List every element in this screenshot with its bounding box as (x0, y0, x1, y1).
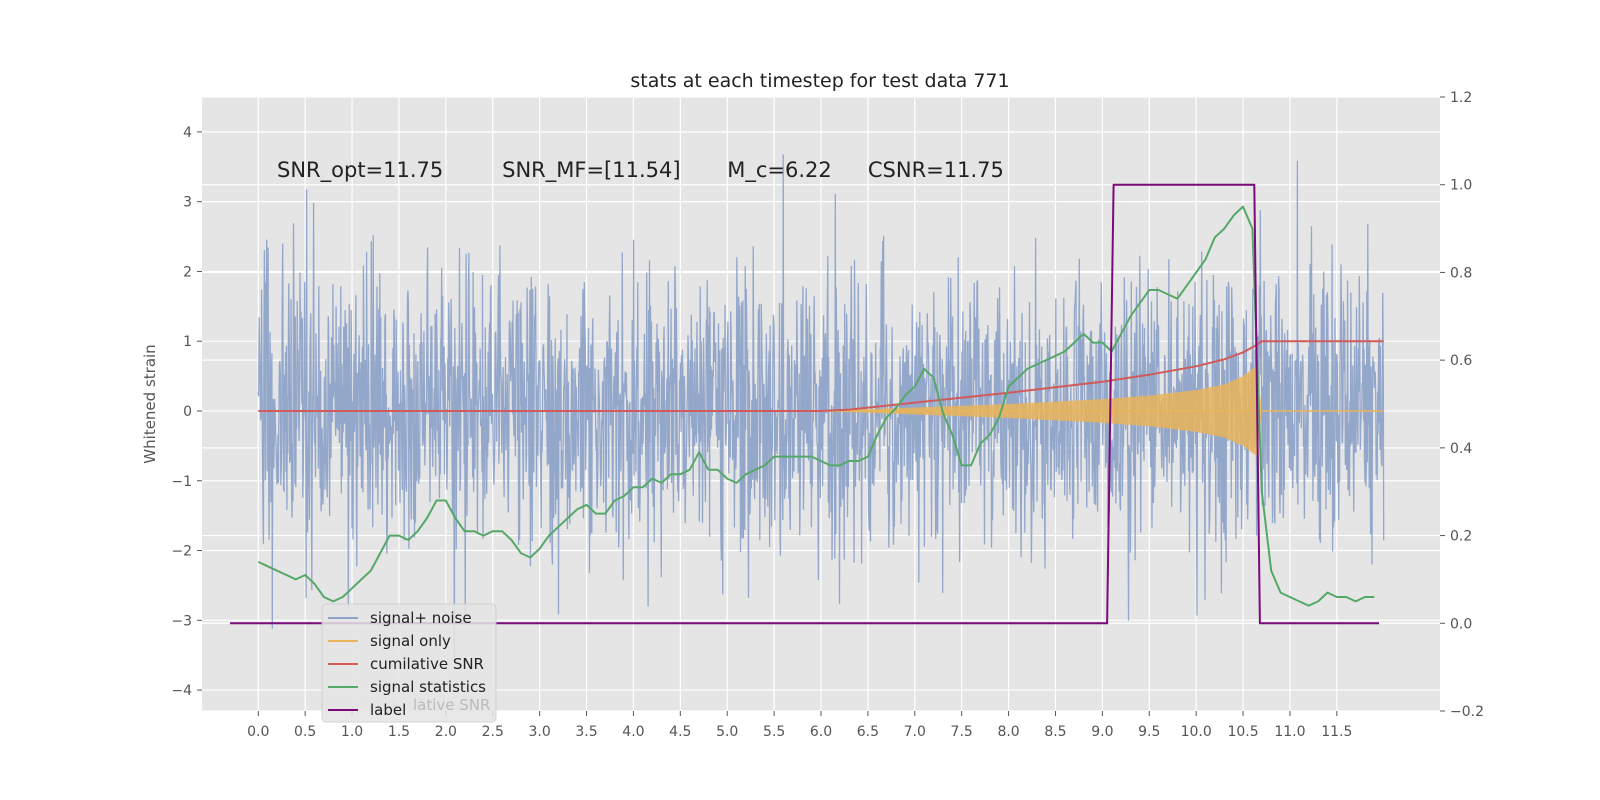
x-tick-label: 2.0 (435, 724, 457, 740)
x-tick-label: 3.5 (575, 724, 597, 740)
x-tick-label: 9.5 (1138, 724, 1160, 740)
x-axis-ticks: 0.0 0.5 1.0 1.5 2.0 2.5 3.0 3.5 4.0 4.5 5.0 5.5 6.0 6… (247, 711, 1352, 740)
x-tick-label: 0.5 (294, 724, 316, 740)
y2-tick-label: 0.2 (1450, 529, 1472, 545)
series-label-line (230, 183, 1379, 625)
legend-overlap-text: lative SNR (413, 696, 490, 714)
legend-label: label (370, 701, 406, 719)
x-tick-label: 7.5 (951, 724, 973, 740)
y-tick-label: −1 (171, 474, 192, 490)
y2-tick-label: 0.4 (1450, 441, 1472, 457)
y-tick-label: 4 (183, 125, 192, 141)
y-tick-label: −3 (171, 613, 192, 629)
x-tick-label: 2.5 (482, 724, 504, 740)
x-tick-label: 5.5 (763, 724, 785, 740)
annotation-text: SNR_MF=[11.54] (502, 158, 680, 183)
y-tick-label: 1 (183, 334, 192, 350)
y-tick-label: −4 (171, 683, 192, 699)
x-tick-label: 6.0 (810, 724, 832, 740)
annotation-text: CSNR=11.75 (868, 158, 1004, 182)
x-tick-label: 11.0 (1274, 724, 1305, 740)
x-tick-label: 4.5 (669, 724, 691, 740)
x-tick-label: 10.0 (1181, 724, 1212, 740)
legend-label: signal statistics (370, 678, 486, 696)
series-signal-statistics-line (257, 205, 1375, 607)
annotation-text: M_c=6.22 (727, 158, 832, 183)
annotations: SNR_opt=11.75 SNR_MF=[11.54] M_c=6.22 CSNR=… (277, 158, 1004, 183)
x-tick-label: 1.0 (341, 724, 363, 740)
x-tick-label: 0.0 (247, 724, 269, 740)
y-tick-label: −2 (171, 544, 192, 560)
series-signal-only (821, 365, 1384, 457)
x-tick-label: 8.5 (1044, 724, 1066, 740)
x-tick-label: 9.0 (1091, 724, 1113, 740)
y2-tick-label: 1.2 (1450, 90, 1472, 106)
y2-tick-label: 0.6 (1450, 353, 1472, 369)
y-tick-label: 2 (183, 264, 192, 280)
y2-tick-label: 1.0 (1450, 178, 1472, 194)
y2-tick-label: 0.0 (1450, 616, 1472, 632)
x-tick-label: 4.0 (622, 724, 644, 740)
x-tick-label: 7.0 (904, 724, 926, 740)
legend-box (321, 603, 497, 723)
y-tick-label: 0 (183, 404, 192, 420)
x-tick-label: 1.5 (388, 724, 410, 740)
annotation-text: SNR_opt=11.75 (277, 158, 443, 183)
x-tick-label: 6.5 (857, 724, 879, 740)
legend-label: signal+ noise (370, 609, 472, 627)
y-axis-ticks: 4 3 2 1 0 −1 −2 −3 −4 (171, 125, 202, 699)
x-tick-label: 10.5 (1227, 724, 1258, 740)
legend-label: cumilative SNR (370, 655, 484, 673)
y2-tick-label: 0.8 (1450, 265, 1472, 281)
x-tick-label: 5.0 (716, 724, 738, 740)
series-lines (230, 183, 1384, 625)
legend: lative SNR signal+ noise signal only cumila… (321, 603, 497, 723)
y-axis-label: Whitened strain (141, 344, 159, 463)
x-tick-label: 11.5 (1321, 724, 1352, 740)
y-tick-label: 3 (183, 195, 192, 211)
x-tick-label: 3.0 (529, 724, 551, 740)
x-tick-label: 8.0 (997, 724, 1019, 740)
chart-title: stats at each timestep for test data 771 (630, 70, 1009, 92)
y2-axis-ticks: 1.2 1.0 0.8 0.6 0.4 0.2 0.0 −0.2 (1440, 90, 1484, 720)
y2-tick-label: −0.2 (1450, 704, 1484, 720)
legend-label: signal only (370, 632, 451, 650)
